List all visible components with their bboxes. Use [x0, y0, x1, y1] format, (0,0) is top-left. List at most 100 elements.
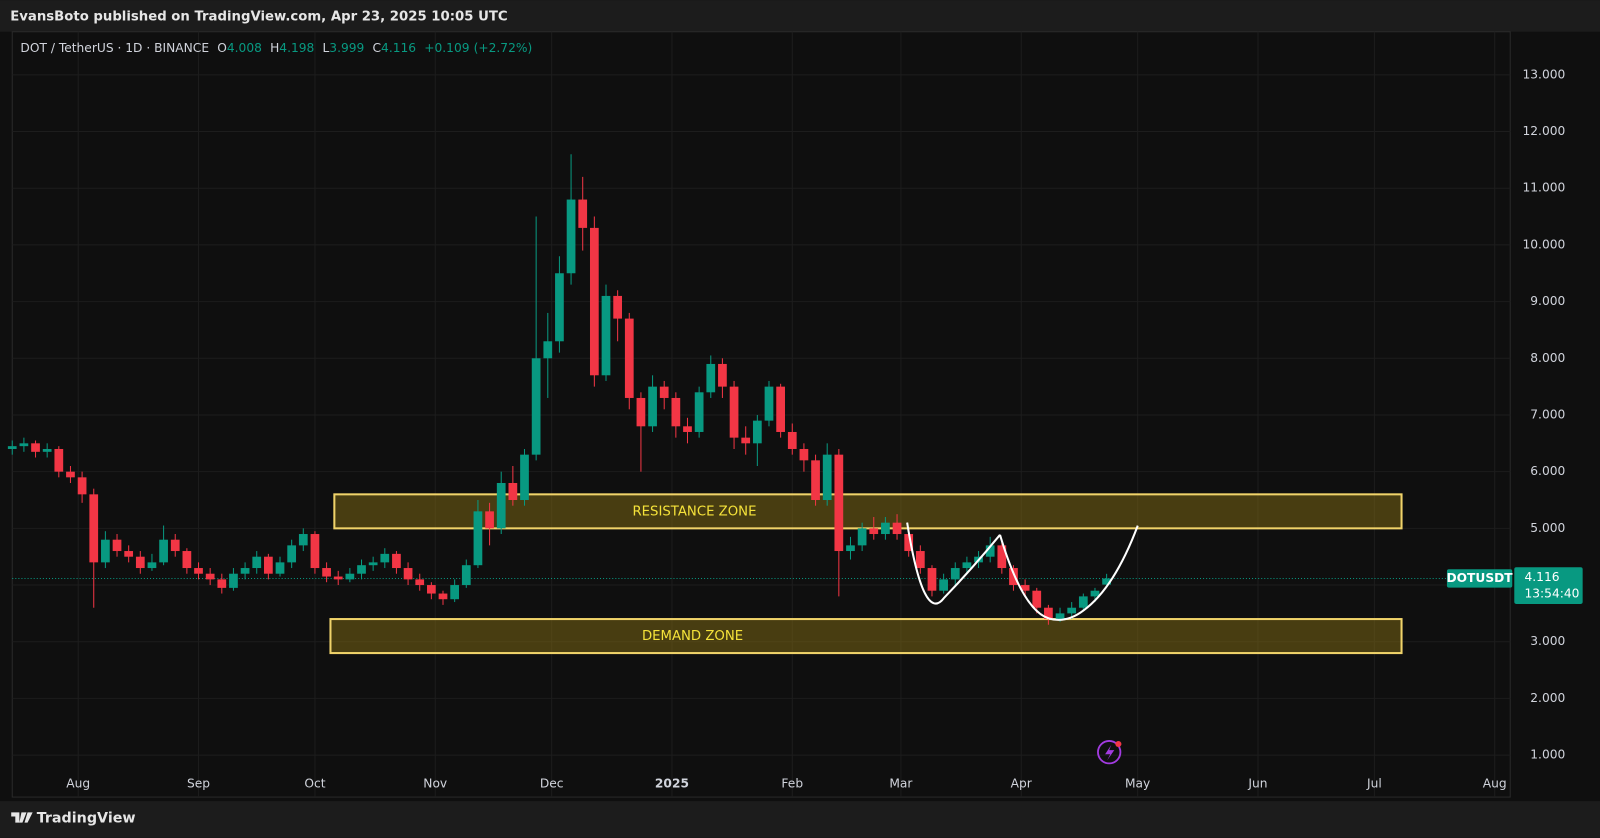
zone-label: RESISTANCE ZONE — [632, 504, 756, 519]
bottom-bar — [0, 801, 1600, 838]
candle-body — [764, 386, 774, 421]
top-bar — [0, 0, 1600, 32]
y-tick-label: 7.000 — [1530, 407, 1565, 421]
candle-body — [42, 448, 52, 452]
candle-body — [531, 358, 541, 455]
candle-body — [101, 539, 110, 563]
y-tick-label: 3.000 — [1530, 634, 1565, 648]
candle-body — [450, 585, 460, 600]
candle-body — [1067, 607, 1077, 614]
candle-body — [799, 448, 809, 461]
candle-body — [613, 295, 623, 319]
legend-field-label: L — [322, 41, 329, 55]
y-tick-label: 12.000 — [1522, 124, 1565, 138]
candle-body — [648, 386, 657, 427]
candle-body — [438, 593, 448, 600]
candle-body — [54, 448, 64, 472]
candle-body — [636, 397, 646, 427]
candle-body — [31, 443, 40, 452]
candle-body — [1009, 568, 1018, 586]
candle-body — [112, 539, 122, 552]
candles — [7, 154, 1111, 625]
y-tick-label: 13.000 — [1522, 67, 1565, 81]
candle-body — [904, 534, 914, 552]
x-tick-label: Dec — [540, 776, 564, 790]
y-tick-label: 1.000 — [1530, 748, 1565, 762]
candle-body — [357, 565, 366, 574]
cup-drawing — [906, 522, 1001, 605]
x-tick-label: 2025 — [655, 776, 689, 790]
y-tick-label: 5.000 — [1530, 521, 1565, 535]
candle-body — [310, 534, 320, 569]
candle-body — [1090, 590, 1100, 597]
candle-body — [869, 528, 879, 535]
candle-body — [380, 553, 390, 563]
x-tick-label: Apr — [1011, 776, 1033, 790]
candle-body — [915, 551, 925, 569]
candle-body — [147, 562, 157, 569]
legend-field-label: O — [217, 41, 227, 55]
y-tick-label: 11.000 — [1522, 181, 1565, 195]
candle-body — [892, 522, 902, 535]
candle-body — [1032, 590, 1042, 608]
candle-body — [298, 534, 308, 546]
legend-field-label: H — [270, 41, 279, 55]
candle-body — [776, 386, 785, 432]
candle-body — [403, 568, 413, 580]
candle-body — [275, 562, 285, 574]
plot-area — [11, 31, 1511, 798]
candle-body — [287, 545, 297, 563]
candle-body — [194, 568, 203, 574]
candle-body — [496, 483, 506, 529]
candle-body — [1044, 607, 1053, 620]
axes: 1.0002.0003.0004.0005.0006.0007.0008.000… — [66, 67, 1583, 790]
symbol-legend: DOT / TetherUS · 1D · BINANCE O4.008 H4.19… — [20, 41, 532, 55]
x-tick-label: May — [1125, 776, 1150, 790]
y-tick-label: 2.000 — [1530, 691, 1565, 705]
price-tag — [1514, 567, 1583, 604]
legend-field-value: 4.116 — [381, 41, 416, 55]
candle-body — [333, 576, 343, 580]
candle-body — [392, 553, 401, 569]
x-tick-label: Sep — [187, 776, 210, 790]
candle-body — [962, 562, 972, 569]
candle-body — [170, 539, 180, 552]
candle-body — [1078, 596, 1088, 608]
candle-body — [950, 568, 960, 580]
candle-body — [1102, 578, 1111, 585]
candle-body — [752, 420, 762, 444]
candle-body — [822, 454, 832, 501]
candle-body — [461, 565, 471, 586]
y-tick-label: 10.000 — [1522, 237, 1565, 251]
candle-body — [718, 363, 727, 387]
y-tick-label: 8.000 — [1530, 351, 1565, 365]
candle-body — [182, 551, 192, 569]
ticker-label: DOTUSDT — [1447, 571, 1514, 585]
last-price-label: 4.116 — [1524, 570, 1559, 584]
legend-field-value: 4.008 — [227, 41, 262, 55]
legend-field-value: 3.999 — [329, 41, 364, 55]
symbol: DOT / TetherUS · 1D · BINANCE — [20, 41, 209, 55]
candle-body — [426, 585, 436, 594]
brand-mark — [11, 812, 33, 823]
y-tick-label: 9.000 — [1530, 294, 1565, 308]
candle-body — [939, 579, 948, 591]
candle-body — [881, 522, 890, 535]
legend-field-value: 4.198 — [279, 41, 314, 55]
published-note: EvansBoto published on TradingView.com, … — [10, 9, 507, 24]
ticker-tag — [1446, 569, 1513, 588]
candle-body — [520, 454, 529, 501]
candle-body — [555, 273, 564, 342]
y-tick-label: 6.000 — [1530, 464, 1565, 478]
alert-icon[interactable] — [1097, 740, 1122, 765]
candle-body — [706, 363, 716, 393]
candle-body — [264, 556, 273, 574]
candle-body — [671, 397, 681, 427]
change-pct: (+2.72%) — [474, 41, 533, 55]
candle-body — [1020, 585, 1030, 591]
x-tick-label: Feb — [781, 776, 803, 790]
candle-body — [368, 562, 378, 566]
candle-body — [834, 454, 844, 552]
candle-body — [787, 431, 797, 449]
